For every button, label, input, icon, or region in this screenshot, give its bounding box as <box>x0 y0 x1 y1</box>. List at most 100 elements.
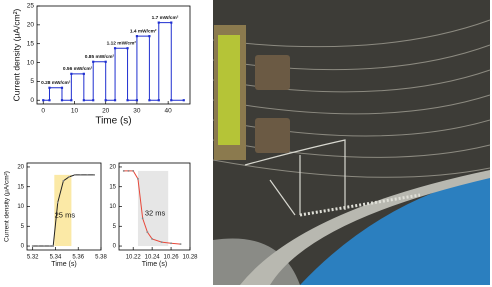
data-point <box>60 99 64 102</box>
data-point <box>179 243 182 245</box>
y-tick-label: 20 <box>27 22 35 29</box>
data-point <box>148 35 151 38</box>
y-tick-label: 5 <box>30 78 34 85</box>
data-point <box>37 245 40 247</box>
data-point <box>70 72 73 75</box>
shade-region <box>137 170 169 247</box>
data-point <box>48 86 51 89</box>
x-tick-label: 30 <box>133 108 141 115</box>
data-line <box>123 170 181 245</box>
y-tick-label: 0 <box>113 244 117 250</box>
plot-frame <box>26 162 102 251</box>
data-point <box>79 174 82 176</box>
data-point <box>170 242 172 245</box>
y-axis-label: Current density (μA/cm²) <box>4 171 11 242</box>
photo <box>212 0 491 285</box>
data-point <box>92 99 95 102</box>
annotation: 0.56 mW/cm² <box>63 66 93 72</box>
data-point <box>160 241 163 243</box>
data-point <box>170 21 173 24</box>
annotation: 0.85 mW/cm² <box>85 54 115 60</box>
plot-frame <box>36 5 191 105</box>
y-tick-label: 10 <box>17 204 24 210</box>
data-point <box>146 231 149 234</box>
annotation: 25 ms <box>55 210 76 219</box>
x-tick-label: 10.28 <box>182 255 198 261</box>
data-point <box>82 99 85 102</box>
data-line <box>43 22 184 101</box>
x-tick-label: 10.24 <box>145 255 161 261</box>
y-tick-label: 5 <box>21 224 25 230</box>
x-axis-label: Time (s) <box>142 261 167 268</box>
data-point <box>135 99 139 102</box>
data-point <box>74 174 76 176</box>
data-point <box>170 99 173 102</box>
data-point <box>104 99 107 102</box>
annotation: 1.4 mW/cm² <box>130 28 157 34</box>
y-axis-label: Current density (μA/cm²) <box>11 8 21 101</box>
y-tick-label: 5 <box>113 224 117 230</box>
data-point <box>157 21 160 24</box>
x-tick-label: 20 <box>102 108 110 115</box>
y-tick-label: 15 <box>109 184 116 190</box>
data-point <box>70 99 73 102</box>
data-point <box>148 99 151 102</box>
data-point <box>126 47 129 50</box>
y-tick-label: 10 <box>109 204 116 210</box>
data-point <box>42 99 45 102</box>
data-point <box>113 99 117 102</box>
data-point <box>122 170 125 172</box>
data-point <box>126 99 129 102</box>
shade-region <box>54 174 72 247</box>
data-point <box>127 170 130 172</box>
y-tick-label: 0 <box>30 97 34 104</box>
annotation: 1.7 mW/cm² <box>152 15 179 21</box>
x-tick-label: 10 <box>71 108 79 115</box>
x-tick-label: 5.38 <box>95 255 107 261</box>
y-tick-label: 25 <box>27 3 35 10</box>
data-point <box>56 201 59 204</box>
data-point <box>157 99 160 102</box>
data-point <box>132 170 134 172</box>
y-tick-label: 15 <box>27 40 35 47</box>
data-point <box>151 238 153 240</box>
data-point <box>52 245 54 247</box>
x-tick-label: 10.22 <box>126 255 142 261</box>
y-tick-label: 10 <box>27 59 35 66</box>
annotation: 0.28 mW/cm² <box>41 80 71 86</box>
data-point <box>135 35 139 38</box>
x-tick-label: 0 <box>41 108 45 115</box>
x-tick-label: 40 <box>165 108 173 115</box>
y-tick-label: 20 <box>109 165 116 171</box>
data-point <box>104 60 107 63</box>
data-point <box>92 60 95 63</box>
data-line <box>32 174 95 247</box>
data-point <box>82 72 85 75</box>
x-axis-label: Time (s) <box>95 116 131 127</box>
annotation: 1.12 mW/cm² <box>107 40 137 46</box>
annotation: 32 ms <box>145 208 166 217</box>
data-point <box>43 245 45 247</box>
data-point <box>48 245 51 247</box>
y-tick-label: 20 <box>17 165 24 171</box>
data-point <box>137 178 139 180</box>
data-point <box>48 99 51 102</box>
data-point <box>68 176 70 178</box>
x-tick-label: 5.32 <box>27 255 39 261</box>
data-point <box>141 217 144 220</box>
y-tick-label: 0 <box>21 244 25 250</box>
x-axis-label: Time (s) <box>51 261 76 268</box>
x-tick-label: 10.26 <box>164 255 180 261</box>
plot-frame <box>118 162 191 251</box>
data-point <box>113 47 117 50</box>
data-point <box>182 99 185 102</box>
x-tick-label: 5.36 <box>72 255 84 261</box>
data-point <box>86 174 89 176</box>
x-tick-label: 5.34 <box>50 255 62 261</box>
data-point <box>31 245 34 247</box>
data-point <box>60 86 64 89</box>
data-point <box>93 174 95 176</box>
data-point <box>62 179 65 182</box>
